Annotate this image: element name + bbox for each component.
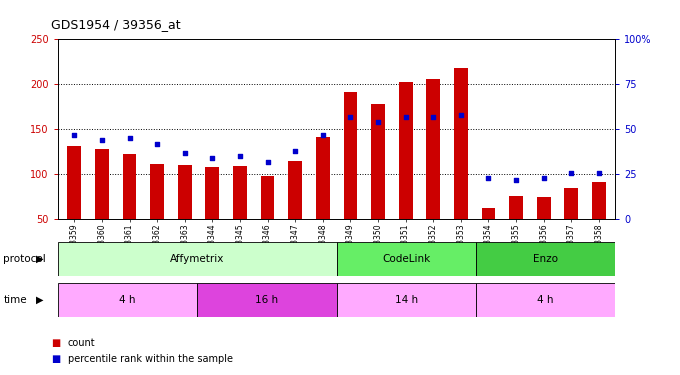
Point [124, 135, 135, 141]
Point [511, 177, 522, 183]
Bar [476, 283, 615, 317]
Text: Enzo: Enzo [533, 254, 558, 264]
Bar [58, 283, 197, 317]
Bar [481, 208, 495, 264]
Text: 16 h: 16 h [255, 295, 279, 305]
Bar [122, 154, 137, 264]
Text: 4 h: 4 h [119, 295, 136, 305]
Bar [288, 161, 302, 264]
Text: 14 h: 14 h [394, 295, 418, 305]
Point [235, 153, 245, 159]
Bar [337, 242, 476, 276]
Bar [58, 242, 337, 276]
Point [69, 132, 80, 138]
Bar [564, 188, 578, 264]
Bar [476, 242, 615, 276]
Point [594, 170, 605, 176]
Text: percentile rank within the sample: percentile rank within the sample [68, 354, 233, 364]
Point [373, 119, 384, 125]
Text: count: count [68, 338, 96, 348]
Point [400, 114, 411, 120]
Text: Affymetrix: Affymetrix [170, 254, 224, 264]
Text: CodeLink: CodeLink [382, 254, 430, 264]
Text: GDS1954 / 39356_at: GDS1954 / 39356_at [51, 18, 181, 31]
Point [345, 114, 356, 120]
Text: 4 h: 4 h [537, 295, 554, 305]
Bar [316, 138, 330, 264]
Text: protocol: protocol [3, 254, 46, 264]
Bar [398, 82, 413, 264]
Bar [205, 167, 219, 264]
Bar [337, 283, 476, 317]
Bar [537, 197, 551, 264]
Bar [592, 182, 606, 264]
Point [152, 141, 163, 147]
Text: time: time [3, 295, 27, 305]
Point [290, 148, 301, 154]
Point [538, 175, 549, 181]
Bar [67, 146, 82, 264]
Text: ■: ■ [51, 338, 61, 348]
Point [428, 114, 439, 120]
Point [97, 137, 107, 143]
Bar [233, 166, 247, 264]
Point [483, 175, 494, 181]
Bar [178, 165, 192, 264]
Bar [260, 176, 275, 264]
Point [262, 159, 273, 165]
Bar [509, 196, 523, 264]
Point [318, 132, 328, 138]
Bar [454, 68, 468, 264]
Text: ▶: ▶ [35, 254, 44, 264]
Text: ■: ■ [51, 354, 61, 364]
Bar [343, 93, 357, 264]
Bar [426, 79, 440, 264]
Point [180, 150, 190, 156]
Bar [371, 104, 385, 264]
Bar [95, 149, 109, 264]
Point [207, 155, 218, 161]
Text: ▶: ▶ [35, 295, 44, 305]
Point [566, 170, 577, 176]
Bar [197, 283, 337, 317]
Bar [150, 164, 164, 264]
Point [456, 112, 466, 118]
